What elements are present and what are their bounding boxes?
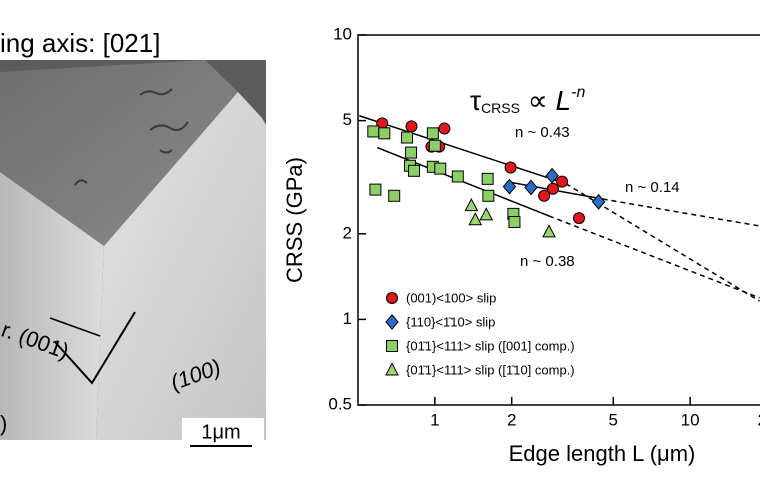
fit-label: n ~ 0.43 [515, 124, 570, 141]
point [434, 162, 447, 175]
scale-bar-box [182, 418, 264, 450]
legend-label: (001)<100> slip [406, 290, 496, 305]
point [405, 146, 418, 159]
formula-part: -n [571, 84, 585, 101]
sem-title: ing axis: [021] [0, 28, 160, 58]
fit-extrapolation [548, 215, 760, 299]
fit-line [359, 115, 567, 185]
y-tick-label: 1 [343, 309, 352, 328]
point [538, 189, 551, 202]
formula-part: ∝ [520, 85, 556, 116]
legend-marker [386, 340, 398, 352]
legend-marker [385, 362, 399, 376]
surface-texture [74, 88, 189, 186]
right-face [96, 92, 266, 440]
point [378, 127, 391, 140]
point [524, 179, 538, 196]
formula-part: CRSS [481, 100, 520, 116]
point [508, 216, 521, 229]
point [388, 189, 401, 202]
point [481, 172, 494, 185]
legend-label: {01̄1}<111> slip ([1̄10] comp.) [406, 362, 575, 377]
overline [49, 317, 101, 337]
point [468, 212, 483, 226]
point [408, 164, 421, 177]
x-tick-label: 10 [681, 410, 700, 429]
point [405, 120, 418, 133]
x-axis-label: Edge length L (μm) [509, 441, 696, 466]
x-tick-label: 5 [609, 410, 618, 429]
point [426, 127, 439, 140]
y-tick-label: 0.5 [328, 394, 352, 413]
point [428, 139, 441, 152]
point [502, 178, 517, 195]
formula: τCRSS ∝ L-n [470, 84, 585, 116]
formula-part: L [556, 85, 572, 116]
point [482, 189, 495, 202]
formula-part: τ [470, 85, 481, 116]
y-tick-label: 2 [343, 223, 352, 242]
x-tick-label: 20 [758, 410, 760, 429]
x-tick-label: 2 [507, 410, 516, 429]
point [542, 224, 556, 238]
point [401, 131, 414, 144]
y-axis-label: CRSS (GPa) [282, 157, 307, 283]
left-face [0, 172, 104, 440]
point [591, 193, 606, 210]
scale-bar-label: 1μm [201, 421, 240, 443]
sem-image [0, 60, 266, 450]
point [546, 182, 559, 195]
fit-label: n ~ 0.38 [520, 253, 575, 270]
y-tick-label: 10 [333, 24, 352, 43]
point [367, 125, 380, 138]
fit-extrapolation [602, 198, 760, 227]
point [573, 212, 586, 225]
point [369, 183, 382, 196]
legend-label: {110}<1̄10> slip [406, 314, 495, 329]
point [438, 122, 451, 135]
plane-marker [54, 311, 136, 385]
point [556, 175, 569, 188]
plane-label: ) [0, 411, 7, 436]
legend-marker [386, 292, 398, 304]
point [479, 207, 494, 221]
plot-frame [357, 34, 760, 406]
y-tick-label: 5 [343, 110, 352, 129]
point [464, 198, 479, 212]
legend-marker [385, 314, 399, 330]
point [545, 167, 559, 184]
top-face [0, 60, 238, 246]
legend-label: {01̄1}<111> slip ([001] comp.) [406, 338, 575, 353]
x-tick-label: 1 [430, 410, 439, 429]
point [504, 161, 517, 174]
fit-label: n ~ 0.14 [625, 179, 680, 196]
point [451, 170, 464, 183]
